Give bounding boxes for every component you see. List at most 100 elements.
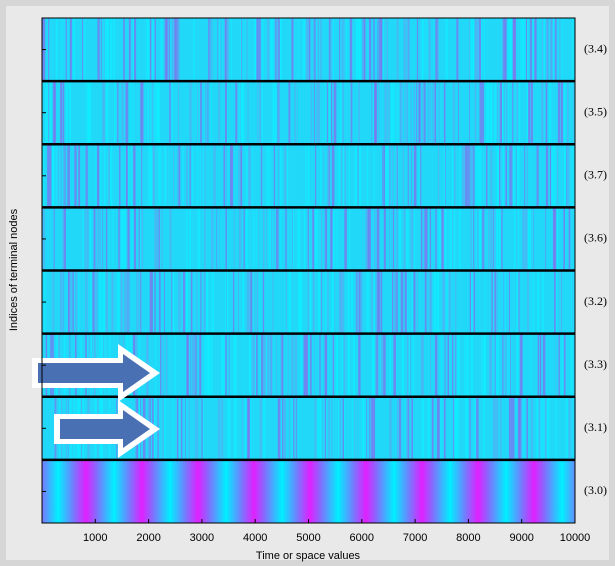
coefficient-stripe [280, 396, 283, 460]
coefficient-stripe [530, 81, 533, 145]
coefficient-stripe [415, 81, 417, 145]
coefficient-stripe [514, 333, 516, 397]
coefficient-stripe [276, 207, 279, 271]
coefficient-stripe [408, 333, 411, 397]
coefficient-stripe [253, 333, 256, 397]
coefficient-stripe [444, 333, 446, 397]
coefficient-stripe [343, 18, 345, 82]
coefficient-stripe [306, 333, 308, 397]
coefficient-stripe [211, 18, 213, 82]
coefficient-stripe [160, 333, 162, 397]
coefficient-stripe [436, 396, 440, 460]
coefficient-stripe [341, 18, 344, 82]
coefficient-stripe [435, 18, 438, 82]
coefficient-stripe [344, 207, 347, 271]
coefficient-stripe [421, 396, 425, 460]
coefficient-stripe [327, 270, 329, 334]
coefficient-stripe [269, 207, 271, 271]
coefficient-stripe [413, 81, 415, 145]
coefficient-stripe [452, 333, 454, 397]
coefficient-stripe [493, 207, 495, 271]
coefficient-stripe [147, 18, 150, 82]
coefficient-stripe [340, 18, 342, 82]
coefficient-stripe [203, 270, 206, 334]
coefficient-stripe [247, 270, 250, 334]
coefficient-stripe [521, 333, 523, 397]
coefficient-stripe [270, 333, 272, 397]
coefficient-stripe [224, 18, 227, 82]
coefficient-stripe [383, 18, 384, 82]
coefficient-stripe [304, 333, 307, 397]
coefficient-stripe [69, 18, 72, 82]
coefficient-stripe [51, 144, 54, 208]
coefficient-stripe [490, 333, 492, 397]
coefficient-stripe [260, 333, 264, 397]
coefficient-stripe [476, 144, 479, 208]
coefficient-stripe [199, 333, 202, 397]
x-tick-label: 8000 [456, 532, 480, 544]
coefficient-stripe [256, 333, 258, 397]
coefficient-stripe [406, 270, 408, 334]
coefficient-stripe [534, 18, 537, 82]
coefficient-stripe [313, 270, 315, 334]
coefficient-stripe [329, 81, 331, 145]
coefficient-stripe [156, 207, 159, 271]
coefficient-stripe [148, 81, 151, 145]
coefficient-stripe [387, 81, 390, 145]
coefficient-stripe [464, 144, 466, 208]
coefficient-stripe [230, 18, 232, 82]
coefficient-stripe [476, 207, 479, 271]
coefficient-stripe [199, 144, 202, 208]
coefficient-stripe [328, 396, 331, 460]
coefficient-stripe [232, 270, 235, 334]
coefficient-stripe [505, 144, 507, 208]
coefficient-stripe [272, 270, 274, 334]
coefficient-stripe [66, 270, 69, 334]
coefficient-stripe [105, 18, 107, 82]
coefficient-stripe [150, 144, 154, 208]
coefficient-stripe [483, 396, 485, 460]
coefficient-stripe [307, 18, 310, 82]
coefficient-stripe [52, 270, 55, 334]
coefficient-stripe [551, 144, 553, 208]
coefficient-stripe [131, 144, 133, 208]
coefficient-stripe [47, 144, 50, 208]
coefficient-stripe [563, 207, 566, 271]
coefficient-stripe [508, 396, 511, 460]
coefficient-stripe [545, 396, 549, 460]
coefficient-stripe [559, 18, 561, 82]
coefficient-stripe [543, 81, 545, 145]
coefficient-stripe [544, 396, 547, 460]
coefficient-stripe [519, 396, 522, 460]
coefficient-stripe [423, 207, 427, 271]
coefficient-stripe [375, 333, 377, 397]
coefficient-stripe [431, 396, 434, 460]
coefficient-stripe [522, 207, 525, 271]
coefficient-stripe [443, 207, 445, 271]
coefficient-stripe [87, 207, 89, 271]
coefficient-stripe [465, 144, 468, 208]
coefficient-stripe [376, 207, 379, 271]
coefficient-stripe [128, 18, 131, 82]
coefficient-stripe [501, 81, 504, 145]
coefficient-stripe [107, 18, 109, 82]
coefficient-stripe [554, 18, 557, 82]
coefficient-stripe [172, 396, 174, 460]
coefficient-stripe [336, 207, 338, 271]
coefficient-stripe [56, 144, 58, 208]
coefficient-stripe [266, 207, 268, 271]
coefficient-stripe [504, 81, 505, 145]
x-tick-label: 2000 [136, 532, 160, 544]
coefficient-stripe [392, 207, 395, 271]
coefficient-stripe [372, 81, 374, 145]
coefficient-stripe [218, 18, 221, 82]
coefficient-stripe [476, 396, 479, 460]
coefficient-stripe [447, 333, 449, 397]
coefficient-stripe [251, 333, 254, 397]
coefficient-stripe [333, 81, 337, 145]
coefficient-stripe [495, 207, 498, 271]
coefficient-stripe [390, 207, 392, 271]
coefficient-stripe [498, 81, 501, 145]
coefficient-stripe [102, 270, 106, 334]
coefficient-stripe [563, 144, 566, 208]
